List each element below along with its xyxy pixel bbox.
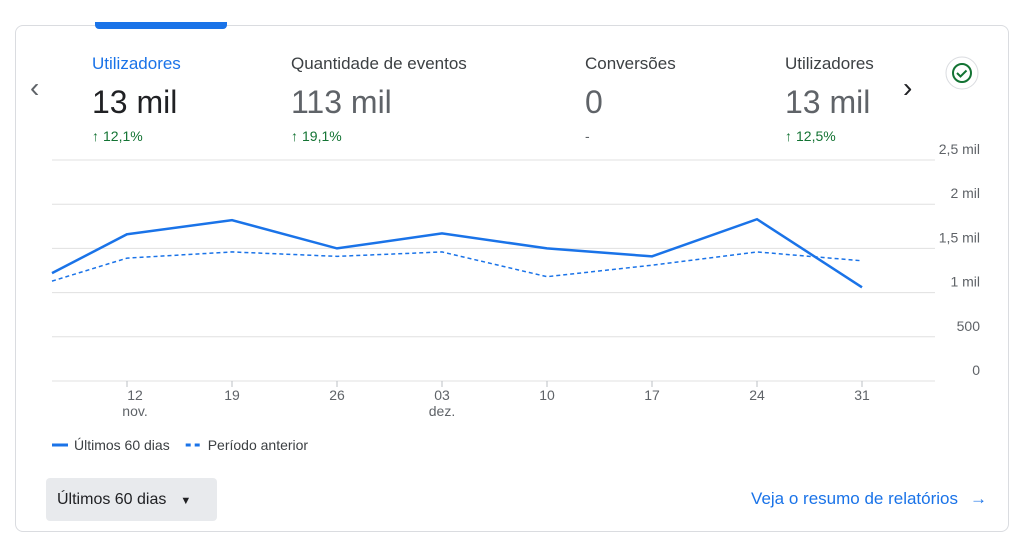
range-button-label: Últimos 60 dias (57, 491, 167, 508)
x-tick-label: 26 (329, 387, 345, 403)
prev-arrow[interactable]: ‹ (30, 72, 40, 103)
change-value: 12,1% (103, 128, 143, 144)
dropdown-icon: ▼ (180, 495, 192, 507)
y-tick-label: 0 (972, 362, 980, 378)
metric-change: ↑ 19,1% (291, 128, 481, 144)
y-tick-label: 2 mil (950, 185, 980, 201)
x-tick-sublabel: dez. (429, 403, 455, 419)
metric-value: 113 mil (291, 84, 392, 120)
active-tab (95, 22, 227, 29)
change-value: - (585, 128, 590, 144)
legend-label: Período anterior (208, 437, 309, 453)
metric-label: Quantidade de eventos (291, 54, 467, 73)
metric-change: ↑ 12,5% (785, 128, 888, 144)
next-arrow[interactable]: › (903, 72, 913, 103)
y-tick-label: 2,5 mil (939, 141, 980, 157)
x-tick-label: 12 (127, 387, 143, 403)
link-arrow: → (970, 489, 987, 508)
series-line (51, 251, 863, 282)
y-tick-label: 1,5 mil (939, 229, 980, 245)
x-tick-label: 19 (224, 387, 240, 403)
metric: Quantidade de eventos 113 mil ↑ 19,1% (291, 54, 481, 144)
x-tick-label: 24 (749, 387, 765, 403)
metric-value: 13 mil (92, 84, 178, 120)
metric-change: ↑ 12,1% (92, 128, 282, 144)
report-link[interactable]: Veja o resumo de relatórios → (751, 489, 987, 509)
y-tick-label: 1 mil (950, 274, 980, 290)
range-button[interactable]: Últimos 60 dias ▼ (46, 478, 217, 521)
up-arrow: ↑ (785, 128, 792, 144)
x-tick-sublabel: nov. (122, 403, 147, 419)
x-tick-label: 17 (644, 387, 660, 403)
change-value: 19,1% (302, 128, 342, 144)
up-arrow: ↑ (92, 128, 99, 144)
metric-change: - (585, 128, 775, 144)
metric-value: 13 mil (785, 84, 871, 120)
metric-label: Utilizadores (92, 54, 181, 73)
y-tick-label: 500 (957, 318, 981, 334)
status-icon[interactable] (945, 56, 979, 90)
x-tick-label: 03 (434, 387, 450, 403)
metric: Utilizadores 13 mil ↑ 12,5% (785, 54, 888, 144)
legend-label: Últimos 60 dias (74, 437, 170, 453)
metric: Utilizadores 13 mil ↑ 12,1% (92, 54, 282, 144)
status-check (956, 69, 968, 78)
metric: Conversões 0 - (585, 54, 775, 144)
change-value: 12,5% (796, 128, 836, 144)
metric-label: Utilizadores (785, 54, 874, 73)
series-line (51, 217, 863, 289)
metric-label: Conversões (585, 54, 676, 73)
card (15, 25, 1009, 532)
metric-value: 0 (585, 84, 603, 120)
x-tick-label: 10 (539, 387, 555, 403)
up-arrow: ↑ (291, 128, 298, 144)
status-check-circle (952, 63, 972, 83)
x-tick-label: 31 (854, 387, 870, 403)
report-link-label: Veja o resumo de relatórios (751, 489, 958, 508)
